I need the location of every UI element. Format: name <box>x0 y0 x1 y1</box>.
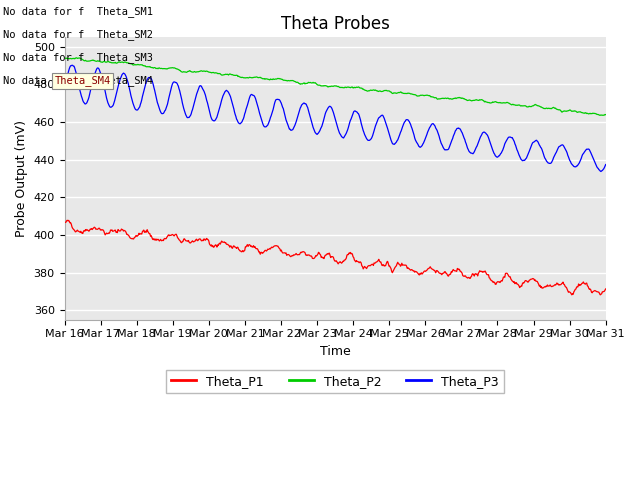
Theta_P2 <box>61 55 68 61</box>
Theta_P1 <box>95 226 102 231</box>
Theta_P2 <box>390 90 397 96</box>
Text: No data for f  Theta_SM2: No data for f Theta_SM2 <box>3 29 153 40</box>
Theta_P3 <box>390 141 397 147</box>
Theta_P3 <box>68 62 76 68</box>
Theta_P2 <box>376 88 383 94</box>
Theta_P1 <box>406 267 414 273</box>
Theta_P3 <box>472 146 479 152</box>
Line: Theta_P1: Theta_P1 <box>65 220 605 295</box>
Theta_P3 <box>95 65 102 71</box>
Theta_P1 <box>376 258 383 264</box>
Theta_P1 <box>596 292 604 298</box>
Legend: Theta_P1, Theta_P2, Theta_P3: Theta_P1, Theta_P2, Theta_P3 <box>166 370 504 393</box>
Theta_P1 <box>602 286 609 292</box>
Theta_P2 <box>602 112 609 118</box>
Text: Theta_SM4: Theta_SM4 <box>54 75 111 86</box>
X-axis label: Time: Time <box>320 345 351 358</box>
Y-axis label: Probe Output (mV): Probe Output (mV) <box>15 120 28 237</box>
Theta_P1 <box>61 219 68 225</box>
Theta_P3 <box>527 143 535 149</box>
Theta_P2 <box>95 58 102 64</box>
Theta_P3 <box>61 85 68 91</box>
Theta_P2 <box>472 97 479 103</box>
Theta_P2 <box>598 112 606 118</box>
Theta_P1 <box>63 217 71 223</box>
Theta_P2 <box>72 55 80 60</box>
Title: Theta Probes: Theta Probes <box>281 15 390 33</box>
Text: No data for f  Theta_SM1: No data for f Theta_SM1 <box>3 6 153 17</box>
Theta_P3 <box>376 115 383 120</box>
Theta_P1 <box>527 276 535 282</box>
Theta_P3 <box>406 120 414 126</box>
Theta_P3 <box>597 168 605 174</box>
Text: No data for f  Theta_SM4: No data for f Theta_SM4 <box>3 75 153 86</box>
Theta_P3 <box>602 162 609 168</box>
Theta_P1 <box>472 271 479 276</box>
Theta_P2 <box>527 104 535 109</box>
Text: No data for f  Theta_SM3: No data for f Theta_SM3 <box>3 52 153 63</box>
Line: Theta_P2: Theta_P2 <box>65 58 605 115</box>
Theta_P1 <box>390 267 397 273</box>
Theta_P2 <box>406 91 414 96</box>
Line: Theta_P3: Theta_P3 <box>65 65 605 171</box>
